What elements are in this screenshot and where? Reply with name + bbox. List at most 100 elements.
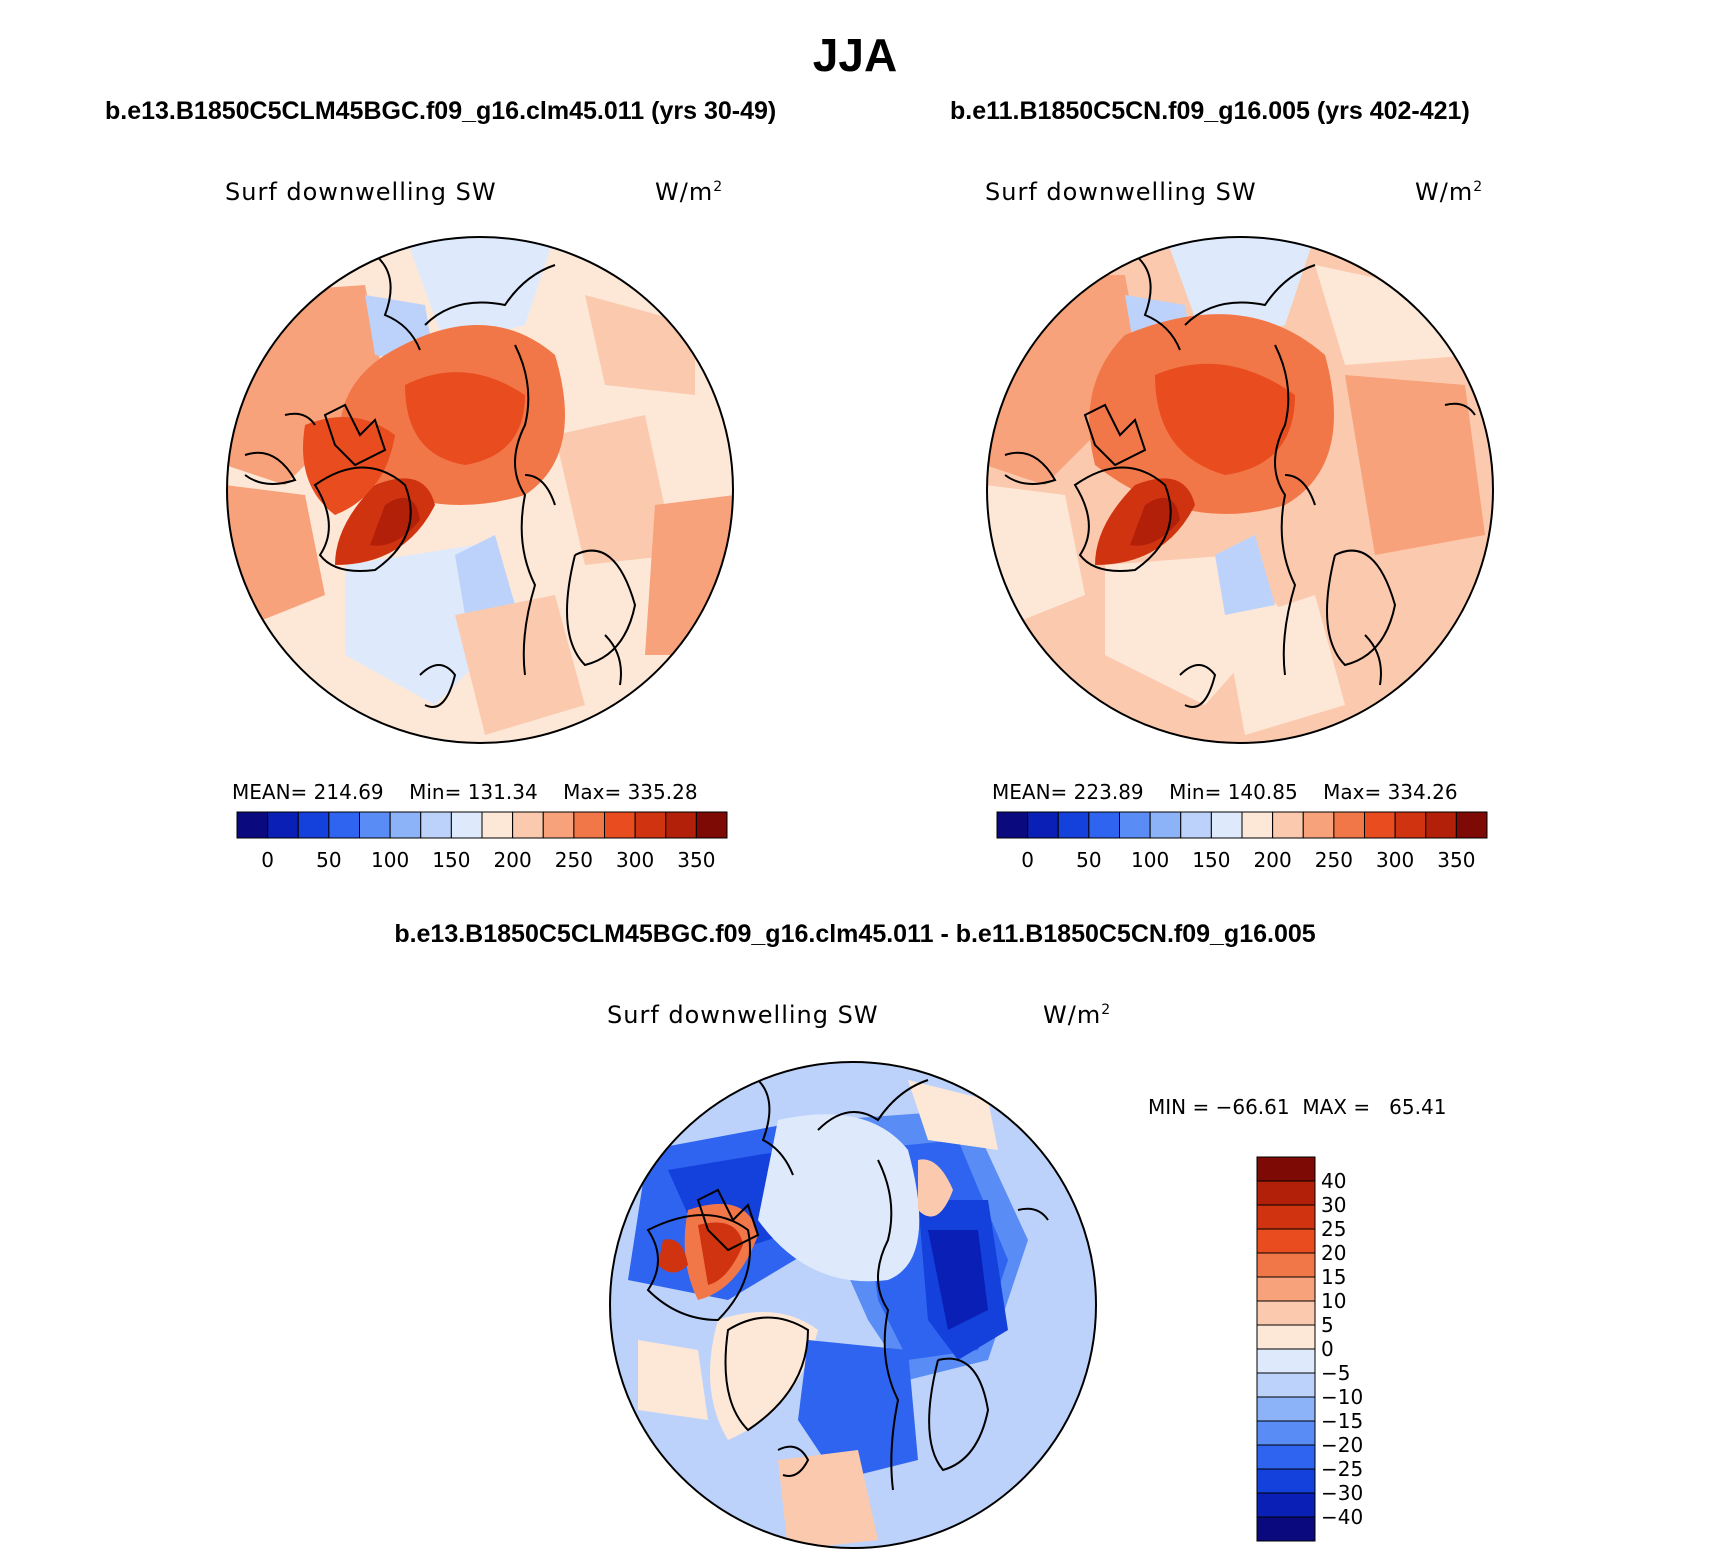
panel-3-polar-map	[609, 1061, 1097, 1549]
panel-2-stats: MEAN= 223.89 Min= 140.85 Max= 334.26	[992, 780, 1458, 804]
colorbar-tick-label: 25	[1321, 1217, 1346, 1241]
colorbar-box	[634, 811, 667, 839]
colorbar-box	[1256, 1372, 1316, 1398]
panel-2-variable-label: Surf downwelling SW	[985, 178, 1257, 206]
colorbar-box	[1394, 811, 1427, 839]
colorbar-box	[1057, 811, 1090, 839]
colorbar-box	[1027, 811, 1059, 839]
panel-2-polar-map	[986, 236, 1494, 744]
panel-1-units-label: W/m2	[655, 178, 724, 206]
colorbar-tick-label: 30	[1321, 1193, 1346, 1217]
colorbar-box	[1256, 1492, 1316, 1518]
colorbar-box	[604, 811, 636, 839]
colorbar-box	[1256, 1252, 1316, 1278]
colorbar-tick-label: 150	[432, 848, 470, 872]
colorbar-box	[481, 811, 514, 839]
panel-1-map-border	[226, 236, 734, 744]
colorbar-box	[1119, 811, 1151, 839]
colorbar-tick-label: 200	[494, 848, 532, 872]
colorbar-box	[1256, 1444, 1316, 1470]
colorbar-tick-label: 250	[1315, 848, 1353, 872]
panel-3-variable-label: Surf downwelling SW	[607, 1001, 879, 1029]
colorbar-box	[1180, 811, 1212, 839]
colorbar-box	[542, 811, 575, 839]
colorbar-tick-label: 250	[555, 848, 593, 872]
colorbar-box	[1272, 811, 1304, 839]
colorbar-tick-label: −10	[1321, 1385, 1363, 1409]
colorbar-tick-label: 15	[1321, 1265, 1346, 1289]
colorbar-box	[1256, 1204, 1316, 1230]
panel-3-case-title: b.e13.B1850C5CLM45BGC.f09_g16.clm45.011 …	[394, 920, 1316, 948]
colorbar-tick-label: 40	[1321, 1169, 1346, 1193]
panel-3-stats: MIN = −66.61 MAX = 65.41	[1148, 1095, 1447, 1119]
panel-1-case-title: b.e13.B1850C5CLM45BGC.f09_g16.clm45.011 …	[105, 97, 777, 125]
colorbar-tick-label: 0	[261, 848, 274, 872]
colorbar-tick-label: 0	[1021, 848, 1034, 872]
page-title: JJA	[812, 29, 898, 81]
colorbar-box	[1302, 811, 1335, 839]
panel-3-map-border	[609, 1061, 1097, 1549]
colorbar-tick-label: 5	[1321, 1313, 1334, 1337]
panel-1-variable-label: Surf downwelling SW	[225, 178, 497, 206]
panel-2-colorbar: 0 50 100 150 200 250 300 350	[996, 811, 1488, 872]
colorbar-box	[1256, 1396, 1316, 1422]
colorbar-box	[1256, 1156, 1316, 1182]
colorbar-box	[1256, 1348, 1316, 1374]
colorbar-box	[695, 811, 728, 839]
panel-3-units-label: W/m2	[1043, 1001, 1112, 1029]
colorbar-tick-label: −5	[1321, 1361, 1350, 1385]
colorbar-box	[389, 811, 422, 839]
colorbar-box	[359, 811, 391, 839]
colorbar-tick-label: −30	[1321, 1481, 1363, 1505]
colorbar-box	[996, 811, 1029, 839]
colorbar-tick-label: 100	[1131, 848, 1169, 872]
panel-2-case-title: b.e11.B1850C5CN.f09_g16.005 (yrs 402-421…	[950, 97, 1470, 125]
panel-1-colorbar: 0 50 100 150 200 250 300 350	[236, 811, 728, 872]
panel-2-units-label: W/m2	[1415, 178, 1484, 206]
colorbar-box	[1256, 1276, 1316, 1302]
panel-1-stats: MEAN= 214.69 Min= 131.34 Max= 335.28	[232, 780, 698, 804]
colorbar-tick-label: 50	[1076, 848, 1101, 872]
colorbar-box	[267, 811, 299, 839]
colorbar-box	[1364, 811, 1396, 839]
colorbar-box	[512, 811, 544, 839]
colorbar-tick-label: −15	[1321, 1409, 1363, 1433]
colorbar-box	[665, 811, 697, 839]
colorbar-tick-label: 20	[1321, 1241, 1346, 1265]
colorbar-tick-label: 100	[371, 848, 409, 872]
colorbar-tick-label: 10	[1321, 1289, 1346, 1313]
colorbar-box	[1425, 811, 1457, 839]
colorbar-tick-label: 50	[316, 848, 341, 872]
panel-1-polar-map	[226, 236, 734, 744]
colorbar-box	[1210, 811, 1243, 839]
colorbar-box	[1256, 1420, 1316, 1446]
colorbar-box	[1333, 811, 1365, 839]
colorbar-tick-label: −20	[1321, 1433, 1363, 1457]
colorbar-tick-label: 300	[616, 848, 654, 872]
colorbar-tick-label: 350	[677, 848, 715, 872]
colorbar-tick-label: −25	[1321, 1457, 1363, 1481]
colorbar-tick-label: 200	[1254, 848, 1292, 872]
colorbar-box	[1256, 1228, 1316, 1254]
colorbar-tick-label: 150	[1192, 848, 1230, 872]
colorbar-box	[573, 811, 605, 839]
colorbar-box	[1256, 1516, 1316, 1542]
colorbar-box	[297, 811, 330, 839]
colorbar-tick-label: 350	[1437, 848, 1475, 872]
colorbar-tick-label: −40	[1321, 1505, 1363, 1529]
colorbar-box	[1455, 811, 1488, 839]
colorbar-box	[1149, 811, 1182, 839]
colorbar-box	[328, 811, 360, 839]
panel-2-map-border	[986, 236, 1494, 744]
colorbar-box	[1256, 1324, 1316, 1350]
colorbar-box	[450, 811, 483, 839]
colorbar-tick-label: 0	[1321, 1337, 1334, 1361]
colorbar-box	[236, 811, 269, 839]
colorbar-box	[1256, 1180, 1316, 1206]
colorbar-tick-label: 300	[1376, 848, 1414, 872]
colorbar-box	[1256, 1468, 1316, 1494]
colorbar-box	[420, 811, 452, 839]
colorbar-box	[1241, 811, 1274, 839]
colorbar-box	[1256, 1300, 1316, 1326]
